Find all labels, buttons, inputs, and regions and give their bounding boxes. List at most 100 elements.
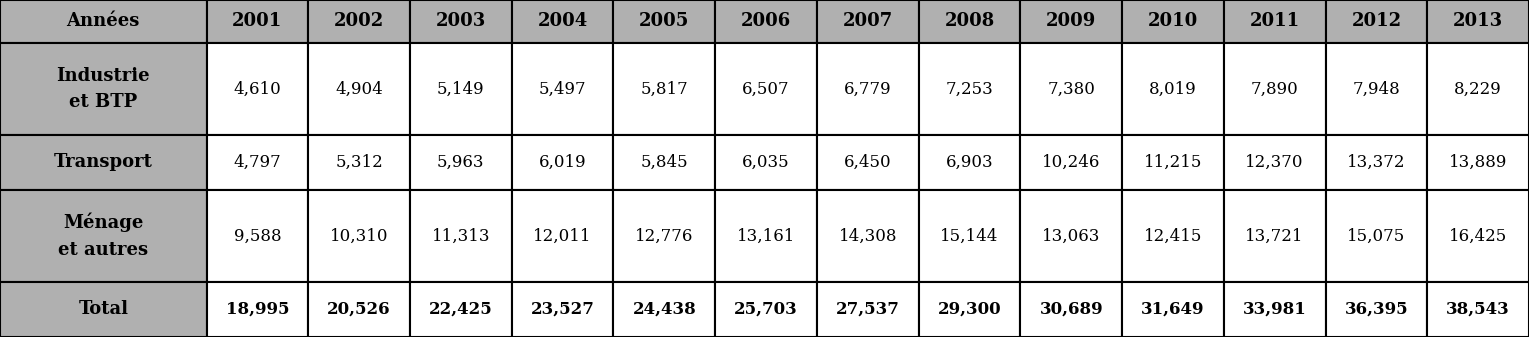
Bar: [1122, 282, 1223, 337]
Bar: [1427, 43, 1529, 135]
Bar: [512, 135, 613, 190]
Bar: [1326, 43, 1427, 135]
Text: 13,889: 13,889: [1449, 154, 1508, 171]
Text: Ménage
et autres: Ménage et autres: [58, 213, 148, 259]
Bar: [1020, 135, 1122, 190]
Bar: [1020, 0, 1122, 43]
Bar: [410, 43, 512, 135]
Bar: [512, 282, 613, 337]
Text: 27,537: 27,537: [836, 301, 899, 318]
Text: 7,380: 7,380: [1047, 80, 1095, 97]
Bar: [309, 190, 410, 282]
Text: 2011: 2011: [1249, 12, 1300, 30]
Bar: [309, 43, 410, 135]
Text: 2003: 2003: [436, 12, 486, 30]
Text: 11,215: 11,215: [1144, 154, 1202, 171]
Bar: [410, 190, 512, 282]
Bar: [1427, 0, 1529, 43]
Bar: [512, 190, 613, 282]
Text: 10,310: 10,310: [330, 227, 388, 244]
Text: 2001: 2001: [232, 12, 283, 30]
Bar: [1427, 190, 1529, 282]
Text: 31,649: 31,649: [1141, 301, 1205, 318]
Bar: [206, 43, 309, 135]
Text: 15,144: 15,144: [940, 227, 998, 244]
Text: 6,779: 6,779: [844, 80, 891, 97]
Bar: [716, 190, 816, 282]
Text: 5,149: 5,149: [437, 80, 485, 97]
Text: 7,890: 7,890: [1251, 80, 1298, 97]
Bar: [1223, 190, 1326, 282]
Text: 2008: 2008: [945, 12, 994, 30]
Bar: [1020, 190, 1122, 282]
Bar: [0, 190, 206, 282]
Text: Transport: Transport: [54, 153, 153, 172]
Text: 5,845: 5,845: [641, 154, 688, 171]
Bar: [1326, 282, 1427, 337]
Text: 6,035: 6,035: [742, 154, 790, 171]
Bar: [816, 0, 919, 43]
Bar: [410, 135, 512, 190]
Bar: [410, 282, 512, 337]
Text: 2009: 2009: [1046, 12, 1096, 30]
Text: 4,904: 4,904: [335, 80, 382, 97]
Bar: [1223, 43, 1326, 135]
Text: 2013: 2013: [1453, 12, 1503, 30]
Bar: [816, 135, 919, 190]
Text: 22,425: 22,425: [430, 301, 492, 318]
Text: 4,797: 4,797: [234, 154, 281, 171]
Text: 20,526: 20,526: [327, 301, 391, 318]
Text: 18,995: 18,995: [226, 301, 289, 318]
Text: 12,011: 12,011: [534, 227, 592, 244]
Bar: [716, 43, 816, 135]
Text: 2007: 2007: [842, 12, 893, 30]
Text: Années: Années: [67, 12, 141, 30]
Bar: [206, 282, 309, 337]
Text: 24,438: 24,438: [633, 301, 696, 318]
Text: 15,075: 15,075: [1347, 227, 1405, 244]
Bar: [716, 282, 816, 337]
Text: 13,721: 13,721: [1246, 227, 1304, 244]
Bar: [1326, 135, 1427, 190]
Bar: [1122, 43, 1223, 135]
Bar: [1020, 43, 1122, 135]
Text: 11,313: 11,313: [431, 227, 491, 244]
Text: 8,019: 8,019: [1150, 80, 1197, 97]
Text: 4,610: 4,610: [234, 80, 281, 97]
Text: 6,019: 6,019: [538, 154, 587, 171]
Text: 7,948: 7,948: [1353, 80, 1401, 97]
Bar: [1326, 190, 1427, 282]
Text: 36,395: 36,395: [1344, 301, 1408, 318]
Text: Industrie
et BTP: Industrie et BTP: [57, 67, 150, 111]
Text: 30,689: 30,689: [1040, 301, 1102, 318]
Text: 38,543: 38,543: [1446, 301, 1511, 318]
Bar: [1223, 0, 1326, 43]
Bar: [716, 135, 816, 190]
Bar: [410, 0, 512, 43]
Bar: [919, 282, 1020, 337]
Text: 16,425: 16,425: [1449, 227, 1508, 244]
Bar: [0, 282, 206, 337]
Bar: [1122, 0, 1223, 43]
Bar: [1122, 135, 1223, 190]
Text: 5,817: 5,817: [641, 80, 688, 97]
Bar: [0, 135, 206, 190]
Text: 5,497: 5,497: [538, 80, 587, 97]
Text: 2006: 2006: [742, 12, 790, 30]
Bar: [309, 282, 410, 337]
Text: 2012: 2012: [1352, 12, 1402, 30]
Text: 12,370: 12,370: [1246, 154, 1304, 171]
Bar: [206, 135, 309, 190]
Bar: [816, 282, 919, 337]
Bar: [613, 43, 716, 135]
Bar: [716, 0, 816, 43]
Text: 7,253: 7,253: [945, 80, 994, 97]
Bar: [613, 0, 716, 43]
Bar: [0, 43, 206, 135]
Text: 13,161: 13,161: [737, 227, 795, 244]
Text: 2010: 2010: [1148, 12, 1199, 30]
Bar: [919, 43, 1020, 135]
Text: 33,981: 33,981: [1243, 301, 1307, 318]
Text: 10,246: 10,246: [1043, 154, 1101, 171]
Bar: [309, 135, 410, 190]
